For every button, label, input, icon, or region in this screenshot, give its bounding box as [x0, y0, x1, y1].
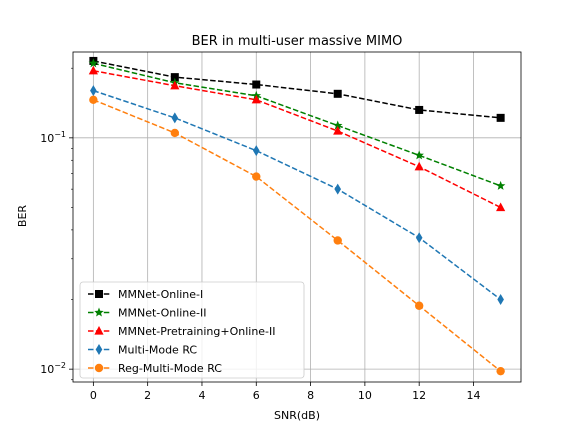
marker-circle [252, 172, 261, 181]
marker-triangle [496, 202, 506, 212]
marker-star [94, 307, 104, 317]
marker-square [415, 105, 424, 114]
series-line [93, 89, 502, 301]
legend-label: MMNet-Online-I [118, 288, 203, 301]
marker-triangle [414, 161, 424, 171]
marker-diamond [497, 294, 504, 306]
marker-star [495, 180, 506, 190]
x-tick-label: 6 [253, 389, 260, 402]
x-axis-label: SNR(dB) [274, 409, 320, 422]
x-tick-label: 10 [358, 389, 372, 402]
x-tick-label: 4 [198, 389, 205, 402]
marker-diamond [252, 145, 260, 157]
marker-circle [333, 236, 342, 245]
marker-square [95, 290, 103, 298]
marker-triangle [333, 126, 343, 135]
x-tick-label: 14 [466, 389, 480, 402]
series-line [93, 62, 501, 187]
x-tick-label: 0 [90, 389, 97, 402]
marker-diamond [171, 112, 179, 124]
legend: MMNet-Online-I MMNet-Online-II MMNet-Pretr… [79, 281, 305, 379]
x-tick-label: 8 [307, 389, 314, 402]
series-line [93, 70, 501, 209]
marker-diamond [95, 344, 103, 355]
marker-triangle [251, 94, 261, 104]
plot-frame [72, 51, 522, 383]
marker-triangle [170, 80, 180, 90]
x-axis-ticks: 0 2 4 6 8 10 12 14 [90, 382, 480, 402]
marker-star [414, 150, 424, 160]
marker-square [333, 89, 342, 98]
marker-square [170, 73, 179, 82]
legend-label: Reg-Multi-Mode RC [118, 362, 222, 375]
marker-triangle [94, 326, 104, 335]
marker-square [252, 80, 261, 89]
marker-circle [94, 363, 104, 373]
legend-label: MMNet-Pretraining+Online-II [118, 325, 276, 338]
marker-star [332, 120, 343, 130]
marker-diamond [90, 85, 97, 97]
marker-circle [496, 366, 505, 376]
x-tick-label: 2 [144, 389, 151, 402]
marker-diamond [334, 183, 342, 195]
marker-circle [89, 95, 98, 105]
series-markers [88, 56, 506, 376]
legend-label: MMNet-Online-II [118, 307, 207, 320]
y-axis-label: BER [16, 205, 29, 227]
x-tick-label: 12 [412, 389, 426, 402]
y-tick-label: 10−2 [40, 361, 66, 376]
series-line [93, 99, 502, 372]
chart-title: BER in multi-user massive MIMO [192, 34, 403, 49]
marker-triangle [88, 65, 98, 75]
series-lines [93, 60, 502, 372]
marker-circle [414, 301, 424, 310]
y-axis-ticks: 10−1 10−2 [40, 67, 73, 381]
marker-diamond [415, 232, 423, 244]
marker-square [496, 113, 505, 122]
legend-box [79, 281, 305, 379]
series-line [93, 60, 501, 119]
legend-label: Multi-Mode RC [118, 344, 197, 357]
marker-circle [170, 128, 180, 138]
y-tick-label: 10−1 [40, 130, 66, 145]
marker-star [88, 58, 99, 68]
